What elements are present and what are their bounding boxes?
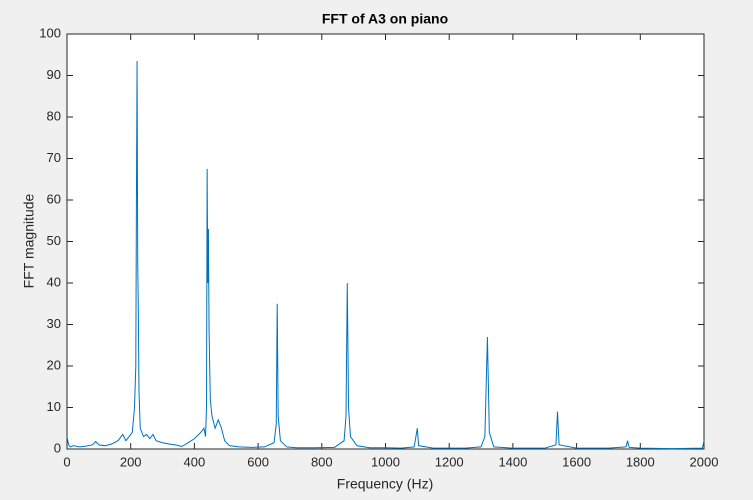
- plot-area: [66, 33, 705, 450]
- y-tick-label: 10: [47, 399, 61, 414]
- x-tick-label: 1400: [498, 454, 527, 469]
- x-tick-label: 600: [247, 454, 269, 469]
- x-tick-label: 200: [120, 454, 142, 469]
- y-tick-label: 40: [47, 274, 61, 289]
- y-axis-label: FFT magnitude: [21, 193, 37, 288]
- x-tick-label: 1800: [626, 454, 655, 469]
- y-tick-label: 80: [47, 108, 61, 123]
- y-tick-label: 50: [47, 233, 61, 248]
- x-axis-label: Frequency (Hz): [337, 476, 433, 492]
- x-tick-label: 2000: [690, 454, 719, 469]
- x-tick-label: 1200: [435, 454, 464, 469]
- x-tick-label: 1000: [371, 454, 400, 469]
- y-tick-label: 30: [47, 316, 61, 331]
- y-tick-label: 20: [47, 357, 61, 372]
- y-tick-label: 90: [47, 67, 61, 82]
- x-tick-label: 800: [311, 454, 333, 469]
- y-tick-label: 60: [47, 191, 61, 206]
- y-tick-label: 0: [54, 440, 61, 455]
- chart-title: FFT of A3 on piano: [322, 11, 448, 27]
- x-tick-label: 1600: [562, 454, 591, 469]
- y-tick-label: 70: [47, 150, 61, 165]
- x-tick-label: 400: [184, 454, 206, 469]
- spectrum-line: [66, 60, 705, 450]
- x-tick-label: 0: [63, 454, 70, 469]
- y-tick-label: 100: [39, 25, 61, 40]
